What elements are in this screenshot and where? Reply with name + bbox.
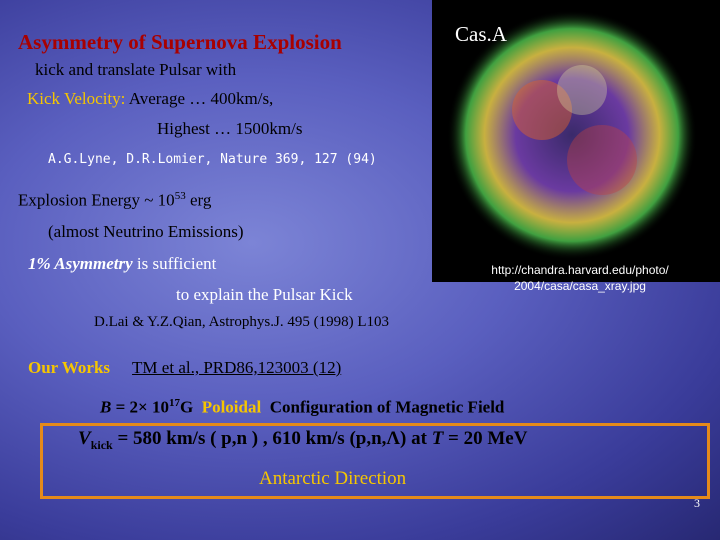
text: = 2× 10	[111, 397, 169, 417]
symbol: V	[78, 428, 91, 449]
reference: A.G.Lyne, D.R.Lomier, Nature 369, 127 (9…	[48, 152, 377, 167]
text: Configuration of Magnetic Field	[269, 397, 505, 417]
cas-a-image	[447, 10, 697, 260]
result-box	[40, 423, 710, 499]
slide-title: Asymmetry of Supernova Explosion	[18, 30, 342, 54]
text-line: Our Works TM et al., PRD86,123003 (12)	[28, 358, 341, 378]
text: = 20 MeV	[443, 428, 528, 449]
value: Average … 400km/s,	[128, 89, 274, 108]
text-line: to explain the Pulsar Kick	[176, 285, 353, 304]
highlight: Poloidal	[201, 397, 262, 417]
image-panel	[432, 0, 720, 282]
exponent: 17	[168, 397, 180, 409]
text-line: Explosion Energy ~ 1053 erg	[18, 190, 211, 211]
image-label: Cas.A	[455, 22, 507, 46]
text-line: Highest … 1500km/s	[157, 119, 303, 138]
text-line: 1% Asymmetry is sufficient	[28, 254, 216, 274]
text: Explosion Energy ~ 10	[18, 190, 175, 210]
reference: D.Lai & Y.Z.Qian, Astrophys.J. 495 (1998…	[94, 314, 389, 330]
text-line: Kick Velocity: Average … 400km/s,	[27, 89, 273, 109]
credit-line: 2004/casa/casa_xray.jpg	[514, 279, 646, 293]
page-number: 3	[694, 496, 700, 510]
citation: TM et al., PRD86,123003 (12)	[132, 358, 342, 377]
exponent: 53	[174, 190, 186, 202]
symbol: T	[431, 428, 444, 449]
credit-line: http://chandra.harvard.edu/photo/	[491, 263, 669, 277]
text-line: kick and translate Pulsar with	[35, 60, 237, 79]
symbol: B	[100, 397, 112, 417]
emphasis: 1% Asymmetry	[28, 254, 133, 273]
subscript: kick	[90, 437, 113, 452]
text: G	[179, 397, 194, 417]
text-line: Antarctic Direction	[259, 468, 407, 489]
image-credit: http://chandra.harvard.edu/photo/ 2004/c…	[445, 262, 715, 294]
text: erg	[185, 190, 212, 210]
text-line: (almost Neutrino Emissions)	[48, 222, 244, 241]
text-line: Vkick = 580 km/s ( p,n ) , 610 km/s (p,n…	[78, 428, 527, 453]
text: = 580 km/s ( p,n ) , 610 km/s (p,n,Λ) at	[112, 428, 432, 449]
text: is sufficient	[132, 254, 217, 273]
text-line: B = 2× 1017G Poloidal Configuration of M…	[100, 397, 504, 418]
label: Kick Velocity:	[27, 89, 126, 108]
label: Our Works	[28, 358, 111, 377]
